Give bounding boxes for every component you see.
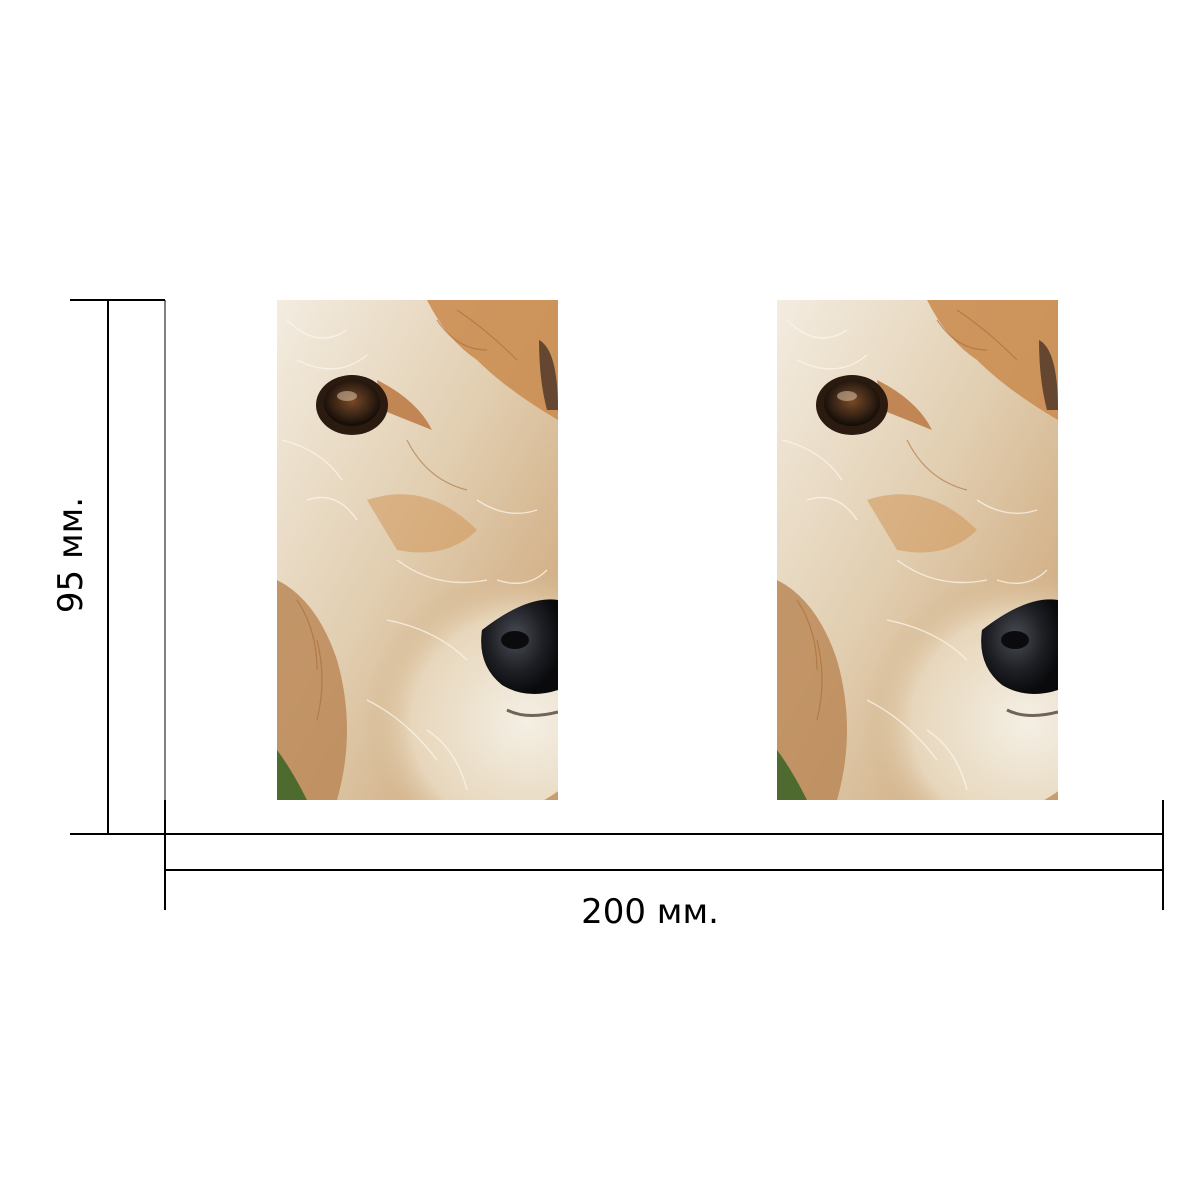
height-dimension xyxy=(70,299,166,835)
dog-photo-right xyxy=(777,300,1117,820)
height-label: 95 мм. xyxy=(51,497,91,613)
width-label: 200 мм. xyxy=(581,892,719,932)
width-dimension xyxy=(164,800,1164,910)
dog-photo-left xyxy=(277,300,617,820)
